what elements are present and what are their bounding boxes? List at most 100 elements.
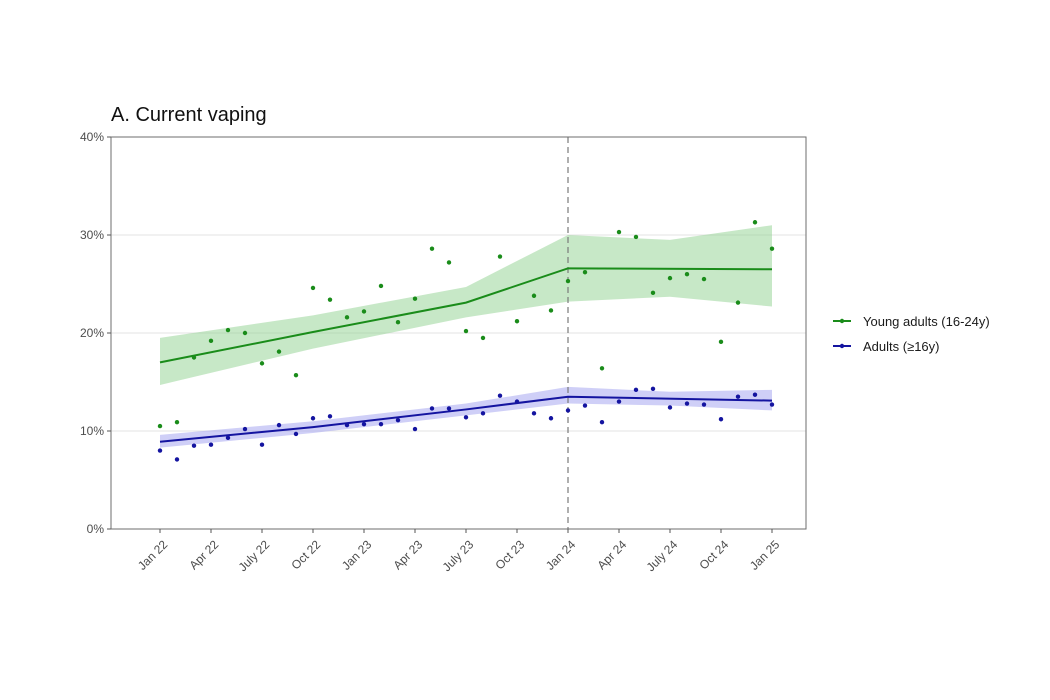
data-point: [293, 372, 299, 378]
data-point: [378, 421, 384, 427]
data-point: [548, 416, 554, 421]
data-point: [701, 276, 707, 282]
data-point: [769, 246, 775, 251]
data-point: [242, 426, 248, 432]
data-point: [752, 392, 758, 397]
data-point: [735, 300, 741, 305]
data-point: [480, 335, 486, 341]
data-point: [565, 408, 571, 413]
y-tick-label: 40%: [80, 130, 104, 144]
data-point: [208, 338, 214, 344]
data-point: [599, 419, 605, 425]
data-point: [276, 349, 282, 354]
data-point: [446, 260, 452, 265]
data-point: [548, 308, 554, 313]
data-point: [174, 419, 180, 425]
data-point: [514, 319, 520, 324]
x-tick-label: Apr 22: [186, 537, 221, 572]
data-point: [242, 330, 248, 336]
data-point: [191, 355, 197, 360]
data-point: [531, 293, 537, 298]
data-point: [633, 387, 639, 393]
data-point: [582, 270, 588, 275]
data-point: [633, 234, 639, 240]
data-point: [735, 394, 741, 399]
data-point: [599, 366, 605, 371]
data-point: [395, 320, 401, 325]
data-point: [684, 272, 690, 277]
x-tick-label: July 23: [440, 537, 477, 574]
data-point: [701, 402, 707, 407]
y-tick-label: 10%: [80, 424, 104, 438]
data-point: [684, 401, 690, 406]
legend: Young adults (16-24y) Adults (≥16y): [833, 314, 990, 354]
data-point: [497, 393, 503, 398]
data-point: [446, 406, 452, 411]
data-point: [616, 399, 622, 404]
data-point: [293, 431, 299, 437]
data-point: [310, 416, 316, 421]
x-tick-label: Jan 22: [135, 537, 171, 573]
data-point: [259, 442, 265, 447]
data-points: [157, 220, 775, 462]
data-point: [344, 422, 350, 428]
data-point: [582, 403, 588, 408]
data-point: [327, 297, 333, 302]
confidence-band-0: [160, 225, 772, 385]
legend-label: Adults (≥16y): [863, 339, 940, 354]
x-tick-label: Apr 23: [390, 537, 425, 572]
data-point: [378, 283, 384, 289]
y-tick-label: 30%: [80, 228, 104, 242]
x-tick-label: Jan 23: [339, 537, 375, 573]
data-point: [225, 327, 231, 333]
legend-key-point: [839, 318, 845, 324]
fit-line-1: [159, 395, 773, 443]
data-point: [157, 448, 163, 453]
data-point: [480, 411, 486, 416]
data-point: [157, 423, 163, 429]
x-tick-label: Jan 25: [747, 537, 783, 573]
data-point: [412, 296, 418, 301]
data-point: [395, 418, 401, 423]
data-point: [565, 278, 571, 284]
data-point: [361, 421, 367, 427]
x-tick-label: Jan 24: [543, 537, 579, 573]
data-point: [463, 415, 469, 420]
data-point: [497, 254, 503, 259]
data-point: [752, 220, 758, 225]
data-point: [531, 411, 537, 416]
x-tick-label: Oct 22: [288, 537, 323, 572]
data-point: [429, 246, 435, 251]
data-point: [667, 405, 673, 410]
data-point: [463, 328, 469, 334]
y-tick-label: 0%: [87, 522, 105, 536]
data-point: [310, 285, 316, 291]
x-tick-label: Oct 24: [696, 537, 731, 572]
data-point: [667, 275, 673, 281]
legend-key-point: [839, 343, 845, 349]
data-point: [344, 315, 350, 320]
x-tick-label: July 24: [644, 537, 681, 574]
data-point: [174, 457, 180, 462]
data-point: [208, 442, 214, 447]
x-tick-label: Apr 24: [594, 537, 629, 572]
data-point: [327, 414, 333, 419]
data-point: [769, 402, 775, 407]
x-tick-label: July 22: [236, 537, 273, 574]
data-point: [718, 417, 724, 422]
y-tick-label: 20%: [80, 326, 104, 340]
data-point: [429, 406, 435, 411]
data-point: [276, 422, 282, 428]
fit-line-0: [159, 267, 773, 364]
x-tick-label: Oct 23: [492, 537, 527, 572]
data-point: [191, 443, 197, 448]
legend-label: Young adults (16-24y): [863, 314, 990, 329]
data-point: [514, 399, 520, 404]
confidence-bands: [160, 225, 772, 448]
data-point: [650, 386, 656, 392]
data-point: [650, 290, 656, 296]
data-point: [718, 339, 724, 345]
data-point: [616, 229, 622, 235]
data-point: [412, 426, 418, 432]
